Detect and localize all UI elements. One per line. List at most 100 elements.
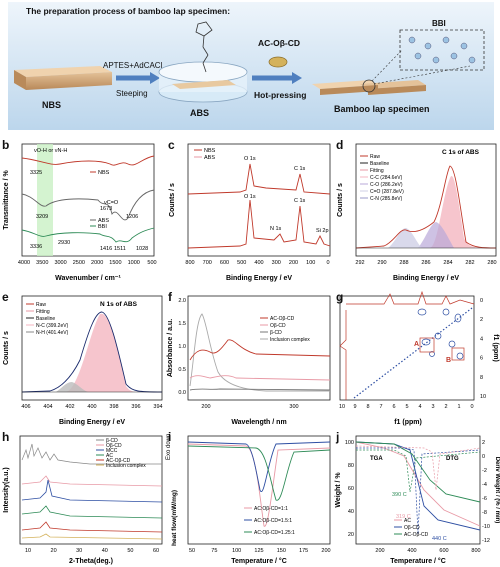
e-xtick: 398 <box>109 404 118 410</box>
h-xtick: 30 <box>76 548 82 554</box>
g-mark-a: A <box>414 341 419 348</box>
dtg-ac <box>356 449 481 493</box>
c-xtick: 300 <box>272 260 281 266</box>
i-xtick: 75 <box>211 548 217 554</box>
panel-c-xlabel: Binding Energy / eV <box>226 275 292 282</box>
j-ytick: 80 <box>348 463 354 469</box>
g-ytick: 10 <box>480 394 486 400</box>
panel-i-xticks: 50 75 100 125 150 175 200 <box>189 548 331 554</box>
h-xtick: 40 <box>102 548 108 554</box>
d-xtick: 286 <box>421 260 430 266</box>
panel-i: i Exo down AC:Oβ-CD=1:1 AC:Oβ-CD=1.5:1 AC:… <box>166 430 334 567</box>
nbs-plank-top <box>14 66 112 77</box>
c-xtick: 400 <box>254 260 263 266</box>
g-xtick: 3 <box>431 404 434 410</box>
panel-b-xticks: 4000 3500 3000 2500 2000 1500 1000 500 <box>18 260 157 266</box>
panel-j-chart: TGA DTG 390 C 319 C 440 C ACOβ-CDAC-Oβ-C… <box>335 435 500 565</box>
e-xtick: 404 <box>43 404 52 410</box>
g-side-projection <box>339 310 347 400</box>
d-legend-item: Raw <box>370 154 380 160</box>
h-acobcd-curve <box>21 521 163 533</box>
nc-peak <box>66 313 140 392</box>
specimen-plank-1 <box>312 80 378 89</box>
g-xtick: 8 <box>366 404 369 410</box>
h-xtick: 60 <box>153 548 159 554</box>
temp-440: 440 C <box>432 536 447 542</box>
j-right-ytick: 0 <box>482 454 485 460</box>
panel-h-xlabel: 2-Theta(deg.) <box>69 558 113 565</box>
i-xtick: 150 <box>277 548 286 554</box>
c-o-double-peak <box>388 228 422 248</box>
h-ac-curve <box>21 505 163 519</box>
tga-ac <box>355 441 481 527</box>
i-xtick: 100 <box>232 548 241 554</box>
panel-j-ylabel: Weight / % <box>335 472 342 508</box>
e-xtick: 402 <box>65 404 74 410</box>
arrow-1-head <box>150 72 160 84</box>
i-xtick: 200 <box>321 548 330 554</box>
g-xtick: 4 <box>418 404 421 410</box>
bcd-curve <box>189 388 331 391</box>
d-xtick: 282 <box>465 260 474 266</box>
g-xtick: 7 <box>379 404 382 410</box>
panel-i-ylabel: heat flow(mW/mg) <box>171 490 178 546</box>
ann-2930: 2930 <box>58 240 70 246</box>
dtg-obcd <box>356 447 481 535</box>
d-xtick: 284 <box>443 260 452 266</box>
c-xtick: 100 <box>306 260 315 266</box>
j-right-ytick: -12 <box>482 538 490 544</box>
panel-e-ylabel: Counts / s <box>3 331 10 365</box>
tga-label: TGA <box>370 456 383 462</box>
bbi-inset <box>399 29 485 71</box>
ann-3325: 3325 <box>30 170 42 176</box>
result-label: Bamboo lap specimen <box>334 104 430 114</box>
ac-obcd-curve <box>189 339 331 361</box>
e-legend-item: Fitting <box>36 309 50 315</box>
j-xtick: 800 <box>471 548 480 554</box>
co-peak <box>418 222 454 248</box>
d-legend-item: C-N (285.8eV) <box>370 196 403 202</box>
i-curve-2 <box>187 441 331 493</box>
b-xtick: 1000 <box>128 260 140 266</box>
h-legend-item: β-CD <box>106 438 118 444</box>
abs-curve <box>21 189 155 221</box>
panel-i-frame <box>187 435 331 545</box>
j-right-ytick: -4 <box>482 482 487 488</box>
cc-peak <box>430 176 496 248</box>
e-xtick: 400 <box>87 404 96 410</box>
g-top-projection <box>346 290 475 305</box>
g-crosspeaks <box>417 308 464 360</box>
g-ytick: 6 <box>480 356 483 362</box>
nbs-curve <box>21 155 155 166</box>
panel-g-xlabel: f1 (ppm) <box>394 419 422 426</box>
f-legend-item: β-CD <box>270 330 282 336</box>
nh-peak <box>56 382 88 392</box>
panel-a-background <box>8 2 494 130</box>
panel-e-xticks: 406 404 402 400 398 396 394 <box>21 404 162 410</box>
panel-b-frame <box>21 143 155 257</box>
i-xtick: 125 <box>254 548 263 554</box>
panel-j-y2label: Deriv Weight / (% / min) <box>494 457 500 524</box>
d-xtick: 288 <box>399 260 408 266</box>
panel-e-xlabel: Binding Energy / eV <box>59 419 125 426</box>
h-inclusion-curve <box>21 533 163 540</box>
dtg-acobcd <box>355 445 481 491</box>
j-xtick: 200 <box>375 548 384 554</box>
e-legend-item: Raw <box>36 302 46 308</box>
panel-a-title: The preparation process of bamboo lap sp… <box>26 6 230 16</box>
i-legend-item: AC:Oβ-CD=1.5:1 <box>254 518 292 524</box>
panel-a-figure: The preparation process of bamboo lap sp… <box>8 2 494 130</box>
b-xtick: 3000 <box>54 260 66 266</box>
panel-c-ylabel: Counts / s <box>169 183 176 217</box>
e-xtick: 394 <box>153 404 162 410</box>
h-xtick: 10 <box>25 548 31 554</box>
j-right-ytick: -2 <box>482 468 487 474</box>
molecule-icon <box>195 21 213 73</box>
ann-oh: νO-H or νN-H <box>34 148 67 154</box>
f-legend-item: Inclusion complex <box>270 337 310 343</box>
nbs-survey-curve <box>187 163 331 195</box>
